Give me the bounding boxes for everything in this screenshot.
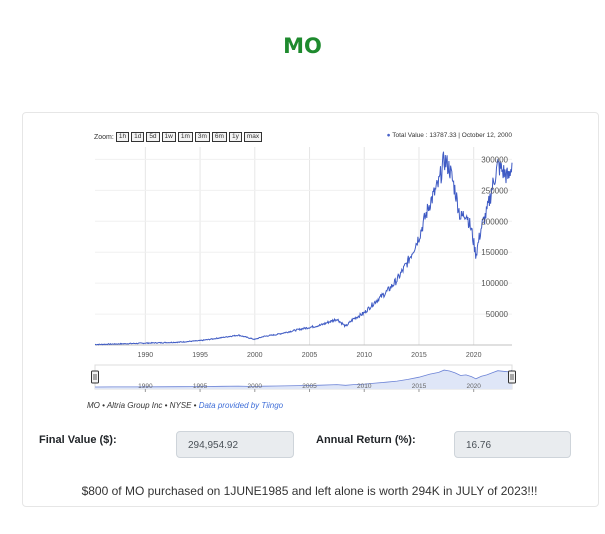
tooltip-label: Total Value : — [392, 132, 428, 139]
y-tick-label: 100000 — [481, 279, 508, 288]
tiingo-link[interactable]: Data provided by Tiingo — [198, 401, 284, 410]
y-tick-label: 200000 — [481, 217, 508, 226]
zoom-1m-button[interactable]: 1m — [177, 132, 193, 142]
y-tick-label: 50000 — [486, 310, 509, 319]
navigator-tick-label: 1995 — [193, 383, 208, 390]
annual-return-field[interactable]: 16.76 — [454, 431, 571, 458]
zoom-max-button[interactable]: max — [243, 132, 263, 142]
tooltip-value: 13787.33 — [429, 132, 457, 139]
zoom-label: Zoom: — [94, 133, 114, 141]
final-value-label: Final Value ($): — [39, 434, 117, 446]
navigator-tick-label: 1990 — [138, 383, 153, 390]
zoom-3m-button[interactable]: 3m — [194, 132, 210, 142]
x-tick-label: 2010 — [356, 352, 372, 359]
x-tick-label: 2020 — [466, 352, 482, 359]
summary-text: $800 of MO purchased on 1JUNE1985 and le… — [81, 484, 538, 498]
chart-svg: 300000 250000 200000 150000 100000 50000 1990 1… — [91, 147, 516, 392]
annual-return-label: Annual Return (%): — [316, 434, 416, 446]
y-tick-label: 250000 — [481, 186, 508, 195]
x-tick-label: 1990 — [138, 352, 154, 359]
tooltip-date: | October 12, 2000 — [458, 132, 512, 139]
zoom-6m-button[interactable]: 6m — [211, 132, 227, 142]
navigator-series-area — [95, 370, 512, 389]
final-value-field[interactable]: 294,954.92 — [176, 431, 294, 458]
x-tick-label: 1995 — [192, 352, 208, 359]
zoom-5d-button[interactable]: 5d — [146, 132, 160, 142]
stock-chart[interactable]: Zoom: 1h 1d 5d 1w 1m 3m 6m 1y max ● Tota… — [86, 127, 518, 394]
x-tick-label: 2005 — [302, 352, 318, 359]
series-dot-icon: ● — [386, 132, 391, 139]
x-tick-label: 2015 — [411, 352, 427, 359]
navigator-series-line — [94, 369, 513, 388]
value-tooltip: ● Total Value : 13787.33 | October 12, 2… — [387, 132, 512, 139]
navigator-tick-label: 2005 — [302, 383, 317, 390]
zoom-1y-button[interactable]: 1y — [228, 132, 242, 142]
navigator-tick-label: 2000 — [248, 383, 263, 390]
navigator-left-handle[interactable] — [91, 370, 99, 384]
navigator-tick-label: 2015 — [412, 383, 427, 390]
navigator-tick-label: 2020 — [466, 383, 481, 390]
zoom-1h-button[interactable]: 1h — [115, 132, 130, 142]
chart-attribution: MO • Altria Group Inc • NYSE • Data prov… — [87, 401, 283, 410]
attribution-text: MO • Altria Group Inc • NYSE • — [87, 401, 197, 410]
x-tick-label: 2000 — [247, 352, 263, 359]
y-tick-label: 150000 — [481, 248, 508, 257]
navigator-tick-label: 2010 — [357, 383, 372, 390]
y-tick-label: 300000 — [481, 155, 508, 164]
series-line-total-value — [94, 151, 513, 346]
navigator-right-handle[interactable] — [508, 370, 516, 384]
page-title: MO — [283, 34, 322, 58]
zoom-1d-button[interactable]: 1d — [131, 132, 145, 142]
zoom-bar: Zoom: 1h 1d 5d 1w 1m 3m 6m 1y max — [94, 132, 263, 142]
zoom-1w-button[interactable]: 1w — [161, 132, 176, 142]
